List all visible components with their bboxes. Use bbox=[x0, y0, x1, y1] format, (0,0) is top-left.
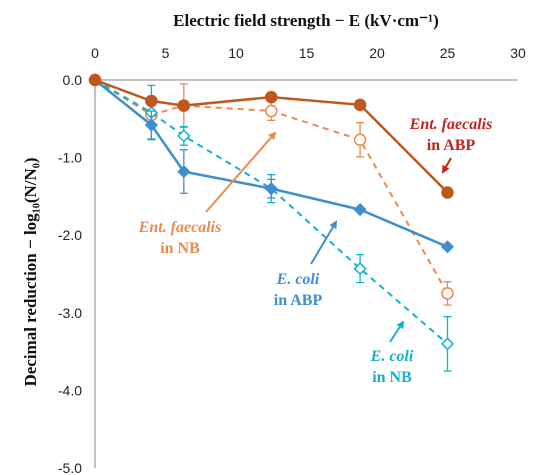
x-tick-label: 25 bbox=[440, 45, 456, 61]
y-axis-title: Decimal reduction − log₁₀(N/N₀) bbox=[21, 157, 40, 386]
data-point bbox=[353, 203, 367, 217]
data-point bbox=[353, 98, 367, 112]
annotation-ef-nb-arrow bbox=[205, 131, 277, 213]
y-tick-label: -4.0 bbox=[58, 382, 82, 398]
series-layer bbox=[88, 73, 455, 372]
x-tick-labels: 0 5 10 15 20 25 30 bbox=[91, 45, 526, 61]
annotation-ef-abp: Ent. faecalis in ABP bbox=[409, 116, 493, 174]
annotation-ef-nb-line1: Ent. faecalis bbox=[138, 219, 222, 236]
series-line-ef_nb bbox=[94, 79, 449, 294]
data-point bbox=[264, 182, 278, 196]
x-tick-label: 10 bbox=[228, 45, 244, 61]
y-tick-labels: 0.0 -1.0 -2.0 -3.0 -4.0 -5.0 bbox=[58, 72, 82, 475]
data-point bbox=[177, 129, 191, 143]
y-tick-label: -2.0 bbox=[58, 227, 82, 243]
data-point bbox=[145, 94, 158, 108]
annotation-ef-abp-arrow bbox=[442, 157, 452, 174]
annotation-ef-nb-line2: in NB bbox=[160, 240, 200, 257]
series-line-ec_nb bbox=[94, 79, 449, 345]
series-line-ec_abp bbox=[94, 79, 448, 248]
x-tick-label: 0 bbox=[91, 45, 99, 61]
data-point bbox=[144, 118, 158, 132]
y-tick-label: 0.0 bbox=[63, 72, 83, 88]
x-axis-title: Electric field strength − E (kV·cm⁻¹) bbox=[173, 11, 439, 30]
annotation-ec-abp-arrow bbox=[310, 220, 338, 265]
annotation-ec-nb-line2: in NB bbox=[372, 369, 412, 386]
annotation-ec-nb-arrow bbox=[389, 320, 405, 343]
data-point bbox=[353, 133, 367, 147]
data-point bbox=[353, 262, 367, 276]
y-tick-label: -3.0 bbox=[58, 305, 82, 321]
x-tick-label: 30 bbox=[510, 45, 526, 61]
data-point bbox=[440, 240, 455, 254]
annotation-ef-abp-line2: in ABP bbox=[427, 137, 476, 154]
data-point bbox=[441, 287, 454, 300]
series-ef_abp bbox=[88, 73, 454, 199]
annotation-ec-nb-line1: E. coli bbox=[370, 348, 414, 365]
annotation-ec-abp: E. coli in ABP bbox=[274, 220, 338, 309]
data-point bbox=[265, 90, 278, 104]
data-point bbox=[440, 337, 455, 351]
data-point bbox=[177, 165, 191, 179]
y-tick-label: -5.0 bbox=[58, 460, 82, 475]
series-ec_abp bbox=[88, 73, 455, 254]
annotation-ef-nb: Ent. faecalis in NB bbox=[138, 131, 277, 257]
data-point bbox=[265, 104, 278, 118]
data-point bbox=[88, 73, 102, 87]
x-tick-label: 15 bbox=[299, 45, 315, 61]
annotation-ec-abp-line1: E. coli bbox=[276, 271, 320, 288]
annotation-ec-abp-line2: in ABP bbox=[274, 292, 323, 309]
data-point bbox=[177, 99, 191, 112]
y-tick-label: -1.0 bbox=[58, 150, 82, 166]
x-tick-label: 5 bbox=[162, 45, 170, 61]
annotation-ef-abp-line1: Ent. faecalis bbox=[409, 116, 493, 133]
annotation-ec-nb: E. coli in NB bbox=[370, 320, 414, 386]
series-line-ef_abp bbox=[94, 78, 449, 194]
data-point bbox=[441, 186, 454, 199]
x-tick-label: 20 bbox=[369, 45, 385, 61]
